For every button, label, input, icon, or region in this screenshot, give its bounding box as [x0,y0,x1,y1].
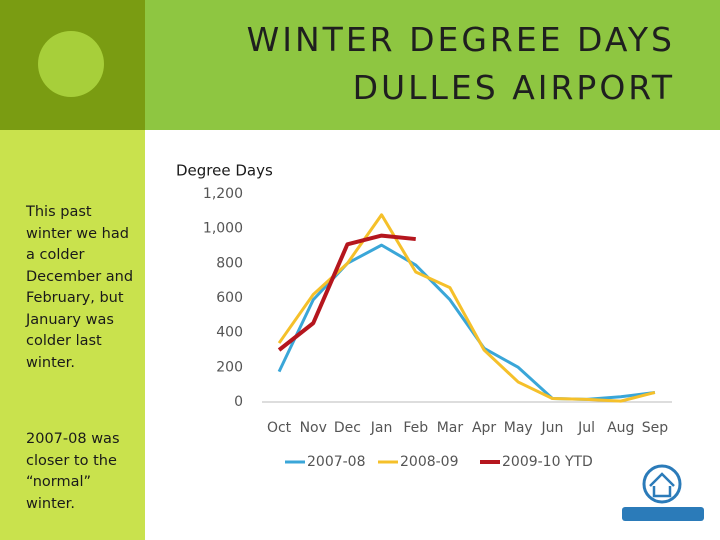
x-tick-label: Mar [437,420,464,436]
series-line [277,213,656,403]
y-tick-label: 1,200 [203,186,243,202]
y-tick-label: 0 [234,394,243,410]
x-tick-label: Jan [370,420,393,436]
note: This past winter we had a colder Decembe… [26,204,134,371]
circle-ornament [38,31,104,97]
y-tick-label: 400 [216,325,243,341]
legend-label: 2009-10 YTD [502,454,593,470]
x-tick-label: Nov [300,420,327,436]
legend-label: 2007-08 [307,454,366,470]
chart-title: Degree Days [176,162,273,180]
title-band [145,0,720,130]
x-tick-label: Dec [334,420,361,436]
note: 2007-08 was closer to the “normal” winte… [26,431,120,512]
series-line [277,233,416,352]
x-tick-label: Sep [642,420,669,436]
legend-label: 2008-09 [400,454,459,470]
x-tick-label: Feb [403,420,428,436]
title: WINTER DEGREE DAYS [246,20,675,59]
y-tick-label: 200 [216,359,243,375]
logo [622,464,704,521]
y-tick-label: 1,000 [203,221,243,237]
x-tick-label: Oct [267,420,292,436]
x-tick-label: May [504,420,533,436]
x-tick-label: Jun [540,420,563,436]
title: DULLES AIRPORT [352,68,675,107]
x-tick-label: Apr [472,420,496,436]
sidebar [0,130,145,540]
x-tick-label: Jul [577,420,595,436]
x-tick-label: Aug [607,420,634,436]
y-tick-label: 800 [216,255,243,271]
corner-block [0,0,145,130]
y-tick-label: 600 [216,290,243,306]
